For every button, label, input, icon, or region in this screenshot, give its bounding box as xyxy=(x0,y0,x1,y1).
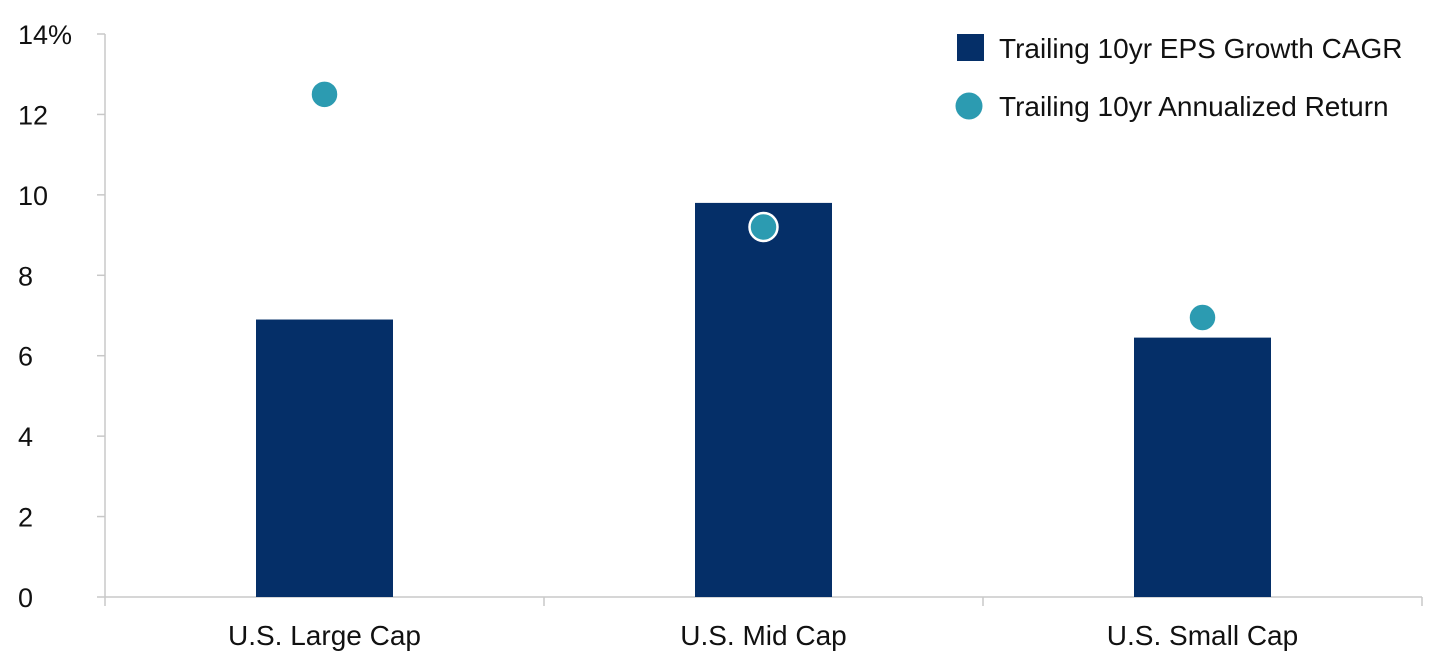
dot-u-s-large-cap xyxy=(309,79,340,110)
legend-label-eps-growth: Trailing 10yr EPS Growth CAGR xyxy=(999,33,1403,64)
y-tick-label: 10 xyxy=(18,181,48,211)
y-tick-label: 0 xyxy=(18,583,33,613)
legend-swatch-annualized-return xyxy=(955,92,983,120)
y-tick-label: 2 xyxy=(18,503,33,533)
y-tick-label: 4 xyxy=(18,422,33,452)
x-tick-label-u-s-large-cap: U.S. Large Cap xyxy=(228,620,421,651)
dot-u-s-mid-cap xyxy=(748,211,779,243)
y-axis: 0 2 4 6 8 10 12 14% xyxy=(18,20,106,613)
legend: Trailing 10yr EPS Growth CAGR Trailing 1… xyxy=(955,33,1403,122)
bar-u-s-large-cap xyxy=(256,319,393,597)
y-tick-label: 12 xyxy=(18,100,48,130)
bar-u-s-small-cap xyxy=(1134,337,1271,597)
dot-series xyxy=(309,79,1218,333)
x-tick-label-u-s-mid-cap: U.S. Mid Cap xyxy=(680,620,847,651)
x-tick-label-u-s-small-cap: U.S. Small Cap xyxy=(1107,620,1298,651)
legend-label-annualized-return: Trailing 10yr Annualized Return xyxy=(999,91,1389,122)
legend-swatch-eps-growth xyxy=(957,34,984,61)
y-tick-label: 8 xyxy=(18,261,33,291)
x-axis: U.S. Large Cap U.S. Mid Cap U.S. Small Cap xyxy=(104,596,1423,651)
y-tick-label: 6 xyxy=(18,342,33,372)
bar-u-s-mid-cap xyxy=(695,202,832,597)
bar-series xyxy=(256,202,1271,597)
dot-u-s-small-cap xyxy=(1187,302,1218,333)
y-tick-label: 14% xyxy=(18,20,72,50)
